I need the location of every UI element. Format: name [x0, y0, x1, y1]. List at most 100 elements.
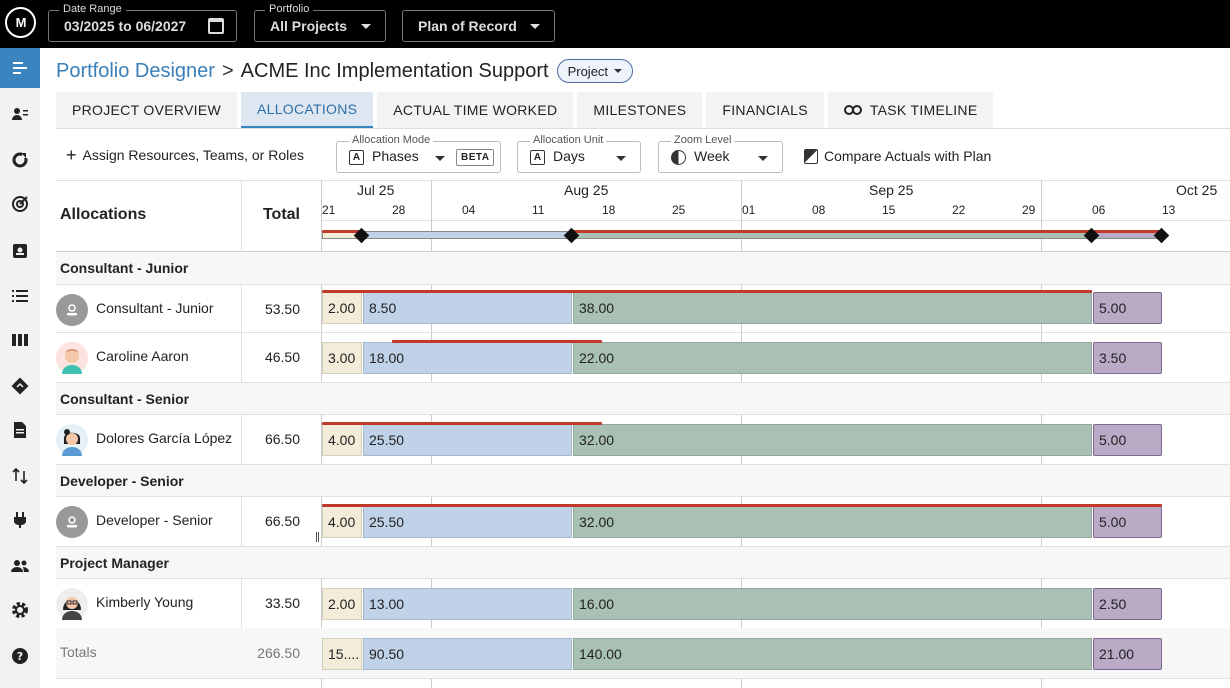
chevron-down-icon	[616, 156, 626, 161]
document-icon[interactable]	[0, 410, 40, 450]
allocation-cell-build[interactable]: 32.00	[573, 506, 1092, 538]
plug-icon[interactable]	[0, 500, 40, 540]
date-range-value: 03/2025 to 06/2027	[64, 18, 187, 34]
allocation-cell-deploy[interactable]: 2.50	[1093, 588, 1162, 620]
allocation-cell-build[interactable]: 16.00	[573, 588, 1092, 620]
resource-row-kimberly-young[interactable]: Kimberly Young 33.50	[56, 578, 321, 628]
tab-project-overview[interactable]: PROJECT OVERVIEW	[56, 92, 237, 128]
allocation-cell-design[interactable]: 25.50	[363, 506, 572, 538]
calendar-icon[interactable]	[208, 18, 224, 34]
tab-actual-time-worked[interactable]: ACTUAL TIME WORKED	[377, 92, 574, 128]
compare-actuals-button[interactable]: Compare Actuals with Plan	[804, 148, 991, 164]
list-icon[interactable]	[0, 276, 40, 316]
zoom-level-select[interactable]: Zoom Level Week	[658, 134, 783, 173]
tab-allocations[interactable]: ALLOCATIONS	[240, 92, 374, 128]
badge-icon[interactable]	[0, 230, 40, 270]
portfolio-value: All Projects	[270, 18, 348, 34]
allocation-unit-value: Days	[553, 148, 585, 164]
people-icon[interactable]	[0, 546, 40, 586]
target-icon[interactable]	[0, 184, 40, 224]
columns-icon[interactable]	[0, 320, 40, 360]
allocation-cell-deploy[interactable]: 3.50	[1093, 342, 1162, 374]
assign-resources-button[interactable]: + Assign Resources, Teams, or Roles	[66, 145, 305, 165]
breadcrumb: Portfolio Designer > ACME Inc Implementa…	[56, 58, 634, 84]
resources-icon[interactable]	[0, 94, 40, 134]
allocation-cell-design[interactable]: 13.00	[363, 588, 572, 620]
month-label: Oct 25	[1176, 182, 1218, 198]
day-label: 29	[1022, 203, 1036, 217]
allocation-mode-select[interactable]: Allocation Mode A Phases BETA	[336, 134, 501, 173]
totals-cell-build: 140.00	[573, 638, 1092, 670]
allocation-cell-build[interactable]: 38.00	[573, 292, 1092, 324]
portfolio-select[interactable]: Portfolio All Projects	[254, 2, 386, 42]
plan-select[interactable]: Plan of Record	[402, 10, 555, 42]
allocation-cell-discovery[interactable]: 4.00	[322, 506, 362, 538]
tab-financials[interactable]: FINANCIALS	[706, 92, 824, 128]
day-label: 04	[462, 203, 476, 217]
allocation-cell-discovery[interactable]: 4.00	[322, 424, 362, 456]
allocation-unit-select[interactable]: Allocation Unit A Days	[517, 134, 641, 173]
resource-total: 66.50	[264, 513, 300, 529]
totals-cell-design: 90.50	[363, 638, 572, 670]
letter-a-icon: A	[530, 150, 545, 165]
tab-milestones[interactable]: MILESTONES	[577, 92, 703, 128]
project-type-label: Project	[567, 63, 609, 79]
day-label: 01	[742, 203, 756, 217]
route-icon[interactable]	[0, 366, 40, 406]
resource-name: Developer - Senior	[96, 512, 213, 528]
beta-badge: BETA	[456, 149, 495, 166]
resource-row-developer-senior[interactable]: Developer - Senior 66.50	[56, 496, 321, 546]
svg-text:?: ?	[17, 650, 23, 663]
transfer-icon[interactable]	[0, 456, 40, 496]
help-icon[interactable]: ?	[0, 636, 40, 676]
refresh-icon[interactable]	[0, 140, 40, 180]
over-allocation-line	[392, 340, 602, 343]
allocation-cell-discovery[interactable]: 2.00	[322, 292, 362, 324]
day-label: 06	[1092, 203, 1106, 217]
resource-row-dolores-garcia-lopez[interactable]: Dolores García López 66.50	[56, 414, 321, 464]
menu-icon[interactable]	[0, 48, 40, 88]
portfolio-label: Portfolio	[265, 2, 314, 16]
allocation-unit-label: Allocation Unit	[530, 134, 607, 147]
breadcrumb-root[interactable]: Portfolio Designer	[56, 59, 215, 82]
column-resize-handle[interactable]	[316, 532, 319, 542]
allocation-cell-design[interactable]: 8.50	[363, 292, 572, 324]
total-header: Total	[262, 206, 300, 223]
allocation-cell-discovery[interactable]: 2.00	[322, 588, 362, 620]
allocation-cell-design[interactable]: 18.00	[363, 342, 572, 374]
allocation-cell-design[interactable]: 25.50	[363, 424, 572, 456]
allocation-cell-deploy[interactable]: 5.00	[1093, 506, 1162, 538]
gear-icon[interactable]	[0, 590, 40, 630]
logo[interactable]: M	[5, 7, 36, 38]
resource-total: 53.50	[264, 301, 300, 317]
allocation-mode-label: Allocation Mode	[349, 134, 434, 147]
project-type-pill[interactable]: Project	[556, 59, 634, 83]
tab-task-timeline[interactable]: TASK TIMELINE	[827, 92, 994, 128]
link-icon	[843, 105, 862, 115]
resource-row-caroline-aaron[interactable]: Caroline Aaron 46.50	[56, 332, 321, 382]
contrast-icon	[671, 150, 686, 165]
tab-divider	[56, 128, 1230, 129]
resource-total: 46.50	[264, 349, 300, 365]
allocation-cell-deploy[interactable]: 5.00	[1093, 292, 1162, 324]
allocation-mode-value: Phases	[372, 148, 419, 164]
group-consultant-senior: Consultant - Senior	[56, 383, 1230, 415]
allocation-cell-deploy[interactable]: 5.00	[1093, 424, 1162, 456]
allocations-header: Allocations	[60, 206, 147, 223]
day-label: 13	[1162, 203, 1176, 217]
totals-label: Totals	[60, 644, 97, 660]
resource-row-consultant-junior[interactable]: Consultant - Junior 53.50	[56, 284, 321, 334]
plan-value: Plan of Record	[418, 18, 517, 34]
group-project-manager: Project Manager	[56, 547, 1230, 579]
allocation-cell-build[interactable]: 22.00	[573, 342, 1092, 374]
tab-bar: PROJECT OVERVIEW ALLOCATIONS ACTUAL TIME…	[56, 92, 994, 128]
resource-name: Kimberly Young	[96, 594, 194, 610]
chevron-down-icon	[614, 69, 623, 73]
zoom-level-value: Week	[694, 148, 730, 164]
allocation-cell-discovery[interactable]: 3.00	[322, 342, 362, 374]
plus-icon: +	[66, 145, 77, 165]
month-label: Sep 25	[869, 182, 914, 198]
allocation-cell-build[interactable]: 32.00	[573, 424, 1092, 456]
phase-timeline-design[interactable]	[362, 231, 572, 239]
date-range-select[interactable]: Date Range 03/2025 to 06/2027	[48, 2, 237, 42]
